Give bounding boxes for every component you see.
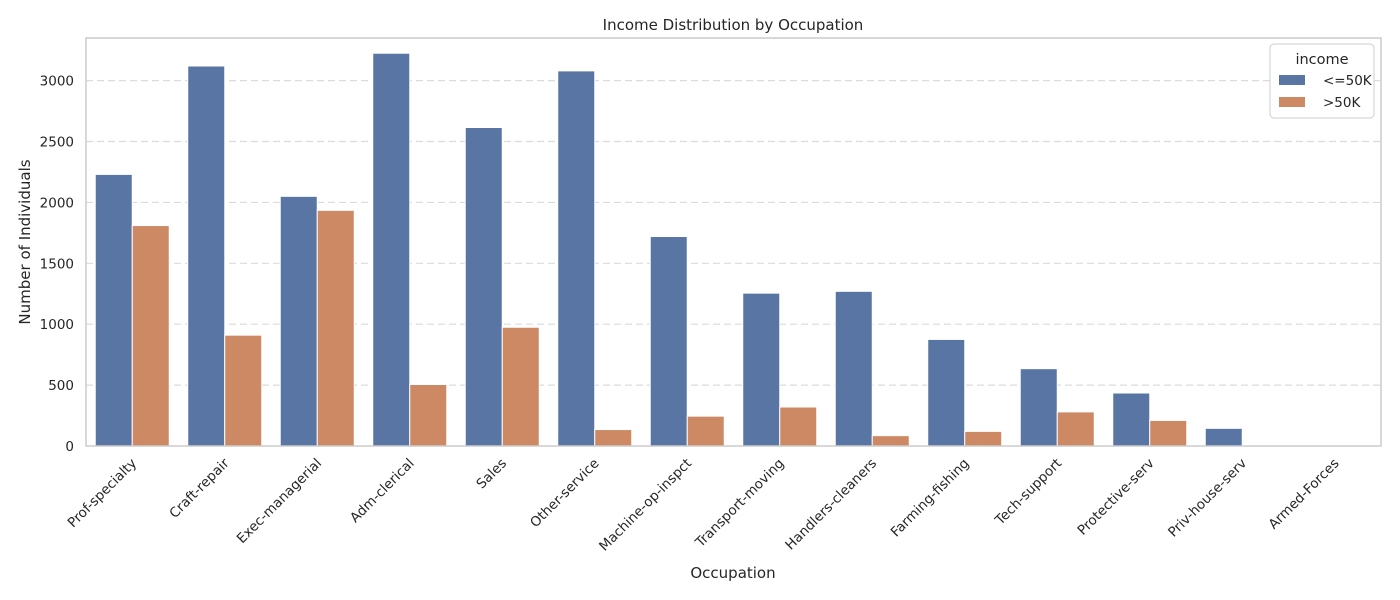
x-tick-label-sales: Sales (473, 456, 510, 493)
bar-adm-clerical-gt-50k (409, 383, 448, 447)
bar-sales-le-50k (464, 127, 503, 447)
bar-craft-repair-gt-50k (224, 334, 263, 447)
bar-adm-clerical-le-50k (372, 52, 411, 447)
y-tick-label: 1500 (40, 256, 74, 272)
bar-craft-repair-le-50k (187, 65, 226, 447)
x-tick-label-farming-fishing: Farming-fishing (888, 456, 973, 541)
x-tick-label-machine-op-inspct: Machine-op-inspct (596, 456, 695, 555)
x-tick-label-handlers-cleaners: Handlers-cleaners (782, 456, 880, 554)
legend-swatch-le-50k (1279, 75, 1305, 85)
legend-label-gt-50k: >50K (1323, 95, 1361, 111)
y-tick-label: 500 (48, 378, 74, 394)
x-tick-label-transport-moving: Transport-moving (692, 456, 788, 552)
plot-frame (85, 37, 1382, 447)
bars (94, 52, 1373, 447)
bar-farming-fishing-gt-50k (964, 430, 1003, 447)
y-tick-label: 2000 (40, 195, 74, 211)
x-tick-labels: Prof-specialty Craft-repair Exec-manageria… (65, 455, 1343, 554)
bar-transport-moving-le-50k (742, 292, 781, 447)
legend-title: income (1295, 52, 1348, 68)
bar-transport-moving-gt-50k (779, 406, 818, 447)
bar-priv-house-serv-le-50k (1204, 427, 1243, 447)
x-tick-label-protective-serv: Protective-serv (1074, 456, 1157, 539)
y-axis-label: Number of Individuals (16, 159, 34, 324)
x-tick-label-armed-forces: Armed-Forces (1265, 456, 1342, 533)
x-tick-label-prof-specialty: Prof-specialty (65, 456, 140, 531)
y-tick-label: 2500 (40, 135, 74, 151)
bar-prof-specialty-le-50k (94, 173, 133, 447)
bar-machine-op-inspct-gt-50k (686, 415, 725, 447)
x-tick-label-other-service: Other-service (527, 456, 602, 531)
bar-tech-support-le-50k (1019, 368, 1058, 447)
bar-protective-serv-gt-50k (1149, 419, 1188, 447)
bar-protective-serv-le-50k (1112, 392, 1151, 447)
legend-label-le-50k: <=50K (1323, 73, 1373, 89)
bar-farming-fishing-le-50k (927, 338, 966, 447)
bar-machine-op-inspct-le-50k (649, 236, 688, 447)
x-tick-label-priv-house-serv: Priv-house-serv (1165, 456, 1250, 541)
x-axis-label: Occupation (690, 564, 775, 582)
bar-exec-managerial-gt-50k (316, 209, 355, 447)
bar-prof-specialty-gt-50k (131, 225, 170, 447)
x-tick-label-exec-managerial: Exec-managerial (234, 456, 325, 547)
x-tick-label-adm-clerical: Adm-clerical (347, 456, 418, 527)
chart-title: Income Distribution by Occupation (603, 16, 864, 34)
bar-handlers-cleaners-gt-50k (871, 435, 910, 447)
y-tick-label: 1000 (40, 317, 74, 333)
x-tick-label-craft-repair: Craft-repair (166, 455, 233, 522)
y-tick-label: 3000 (40, 74, 74, 90)
y-tick-label: 0 (65, 439, 74, 455)
bar-sales-gt-50k (501, 326, 540, 447)
y-tick-labels: 0 500 1000 1500 2000 2500 3000 (40, 74, 74, 455)
bar-handlers-cleaners-le-50k (834, 290, 873, 447)
bar-exec-managerial-le-50k (279, 195, 318, 447)
legend-swatch-gt-50k (1279, 97, 1305, 107)
bar-tech-support-gt-50k (1056, 411, 1095, 447)
bar-other-service-gt-50k (594, 429, 633, 447)
x-tick-label-tech-support: Tech-support (992, 456, 1066, 530)
legend: income <=50K >50K (1269, 43, 1375, 119)
bar-other-service-le-50k (557, 70, 596, 447)
